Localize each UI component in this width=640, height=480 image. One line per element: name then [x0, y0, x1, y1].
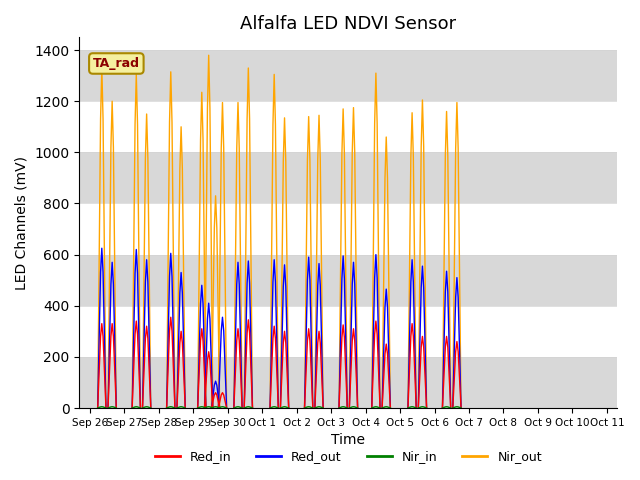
Bar: [79, 357, 617, 408]
Bar: [79, 50, 617, 101]
Bar: [79, 152, 617, 204]
Bar: [79, 254, 617, 306]
Title: Alfalfa LED NDVI Sensor: Alfalfa LED NDVI Sensor: [240, 15, 456, 33]
Legend: Red_in, Red_out, Nir_in, Nir_out: Red_in, Red_out, Nir_in, Nir_out: [150, 445, 547, 468]
Y-axis label: LED Channels (mV): LED Channels (mV): [15, 156, 29, 289]
X-axis label: Time: Time: [332, 433, 365, 447]
Text: TA_rad: TA_rad: [93, 57, 140, 70]
